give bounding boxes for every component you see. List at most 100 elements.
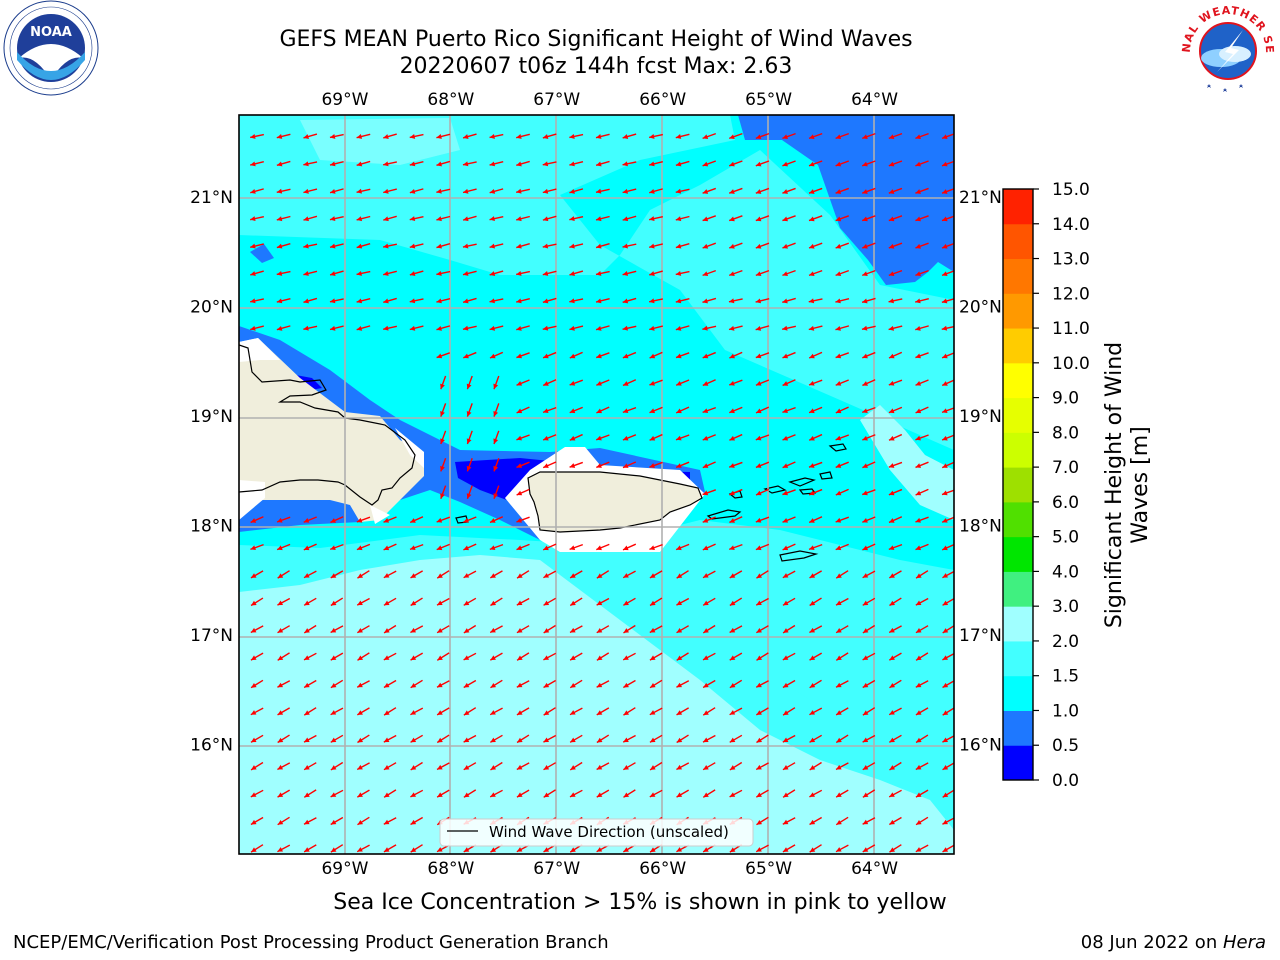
wave-direction-arrow <box>888 215 903 222</box>
wave-direction-arrow <box>463 543 477 551</box>
wave-direction-arrow <box>649 461 663 468</box>
wave-direction-arrow <box>942 735 954 743</box>
wave-direction-arrow <box>516 298 530 304</box>
wave-direction-arrow <box>543 734 557 743</box>
wave-direction-arrow <box>622 161 637 167</box>
wave-direction-arrow <box>702 406 717 414</box>
wave-direction-arrow <box>808 379 823 386</box>
wave-band-east-light <box>860 405 954 520</box>
wave-direction-arrow <box>595 215 610 222</box>
wave-direction-arrow <box>702 132 717 140</box>
wave-direction-arrow <box>835 516 850 523</box>
wave-direction-arrow <box>835 298 850 304</box>
wave-direction-arrow <box>623 707 636 716</box>
wave-direction-arrow <box>569 406 583 414</box>
wave-direction-arrow <box>782 762 796 771</box>
wave-direction-arrow <box>569 761 583 771</box>
wave-direction-arrow <box>596 652 610 661</box>
wave-direction-arrow <box>702 624 716 634</box>
hispaniola-water-edge <box>239 338 424 524</box>
wave-direction-arrow <box>915 187 929 194</box>
wave-direction-arrow <box>383 817 397 825</box>
colorbar-segment <box>1003 432 1033 468</box>
wave-direction-arrow <box>436 242 451 249</box>
colorbar-tick-label: 3.0 <box>1052 597 1079 617</box>
wave-direction-arrow <box>649 789 663 798</box>
wave-direction-arrow <box>862 516 876 523</box>
wave-direction-arrow <box>542 161 557 167</box>
wave-direction-arrow <box>835 325 850 331</box>
wave-direction-arrow <box>702 652 716 661</box>
colorbar-segment <box>1003 640 1033 677</box>
wave-direction-arrow <box>941 407 954 414</box>
wave-direction-arrow <box>915 132 929 140</box>
wave-direction-arrow <box>861 406 876 414</box>
colorbar-tick-label: 2.0 <box>1052 632 1079 652</box>
wave-direction-arrow <box>436 516 451 523</box>
wave-direction-arrow <box>675 461 690 469</box>
wave-direction-arrow <box>782 679 796 689</box>
wave-direction-arrow <box>622 570 636 579</box>
wave-direction-arrow <box>888 433 903 441</box>
wave-direction-arrow <box>383 652 397 661</box>
wave-direction-arrow <box>756 652 769 661</box>
wave-direction-arrow <box>543 789 556 798</box>
wave-direction-arrow <box>596 597 610 606</box>
wave-direction-arrow <box>489 270 504 276</box>
wave-direction-arrow <box>356 789 370 798</box>
wave-direction-arrow <box>888 160 903 167</box>
wave-direction-arrow <box>782 215 796 222</box>
wave-direction-arrow <box>808 488 823 496</box>
wave-direction-arrow <box>303 762 317 771</box>
wave-direction-arrow <box>410 625 424 634</box>
wave-direction-arrow <box>782 297 796 304</box>
colorbar-tick-label: 8.0 <box>1052 423 1079 443</box>
wave-direction-arrow <box>383 543 397 551</box>
wave-direction-arrow <box>277 652 290 661</box>
wave-direction-arrow <box>330 597 344 607</box>
colorbar-segment <box>1003 745 1033 781</box>
wave-direction-arrow <box>357 734 370 744</box>
wave-direction-arrow <box>782 325 796 331</box>
wave-direction-arrow <box>436 789 450 798</box>
puerto-rico-island <box>527 471 703 533</box>
wave-direction-arrow <box>329 161 344 167</box>
wave-direction-arrow <box>835 707 849 716</box>
wave-direction-arrow <box>782 844 796 853</box>
wave-direction-arrow <box>463 351 477 359</box>
wave-direction-arrow <box>436 680 450 688</box>
wave-direction-arrow <box>915 379 929 386</box>
wave-direction-arrow <box>888 187 903 194</box>
wave-direction-arrow <box>595 434 610 441</box>
wave-direction-arrow <box>383 679 397 689</box>
wave-direction-arrow <box>356 844 370 853</box>
wave-direction-arrow <box>596 406 610 414</box>
wave-direction-arrow <box>383 215 397 222</box>
wave-direction-arrow <box>861 160 876 167</box>
wave-direction-arrow <box>835 434 850 441</box>
wave-direction-arrow <box>622 379 637 387</box>
wave-direction-arrow <box>702 297 717 304</box>
wave-direction-arrow <box>383 570 397 579</box>
wave-direction-arrow <box>649 570 663 579</box>
wave-direction-arrow <box>755 516 770 523</box>
lat-labels-right: 21°N 20°N 19°N 18°N 17°N 16°N <box>959 188 1002 755</box>
wave-direction-arrow <box>463 789 477 798</box>
wave-direction-arrow <box>728 215 743 222</box>
wave-direction-arrow <box>569 379 584 386</box>
wave-direction-arrow <box>329 188 344 194</box>
wave-direction-arrow <box>489 570 503 579</box>
wave-direction-arrow <box>330 734 344 743</box>
wave-direction-arrow <box>782 379 796 387</box>
wave-direction-arrow <box>436 270 451 276</box>
wave-direction-arrow <box>436 298 451 304</box>
wave-direction-arrow <box>835 269 850 277</box>
wave-direction-arrow <box>941 379 954 387</box>
wave-direction-arrow <box>755 215 770 222</box>
wave-direction-arrow <box>463 597 477 606</box>
wave-direction-arrow <box>835 160 850 167</box>
wave-direction-arrow <box>622 434 637 441</box>
wave-direction-arrow <box>276 160 291 167</box>
wave-direction-arrow <box>835 461 849 469</box>
wave-direction-arrow <box>808 215 823 222</box>
